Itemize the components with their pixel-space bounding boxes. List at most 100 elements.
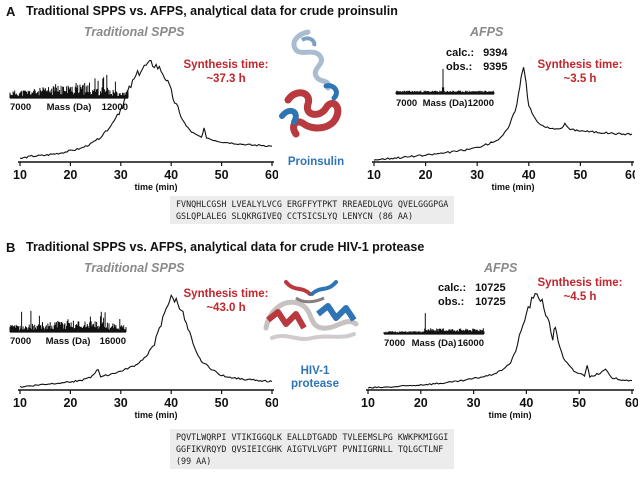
panel-a-right-method: AFPS (470, 25, 504, 39)
a-left-chromatogram-line (19, 59, 273, 159)
hiv1-protease-sequence-line-1: PQVTLWQRPI VTIKIGGQLK EALLDTGADD TVLEEMS… (176, 432, 449, 442)
chart-b-left: 10 20 30 40 50 60 time (min) 7000 16000 Mass (Da) (9, 293, 278, 420)
b-right-x-tick-label: 60 (625, 396, 638, 410)
panel-a-calc-value: 9394 (483, 47, 508, 59)
panel-b-mass-readout: calc.: 10725 obs.: 10725 (438, 281, 506, 309)
b-left-x-tick-label: 60 (265, 396, 278, 410)
protease-sheet-blue (316, 303, 357, 322)
hiv1-protease-structure-illustration (263, 280, 359, 341)
panel-a-title: Traditional SPPS vs. AFPS, analytical da… (26, 4, 398, 18)
chart-a-left: 10 20 30 40 50 60 time (min) 7000 12000 Mass (Da) (9, 59, 278, 192)
panel-b-obs-value: 10725 (475, 296, 506, 308)
panel-b-title: Traditional SPPS vs. AFPS, analytical da… (26, 240, 425, 254)
b-right-inset-tick-min: 7000 (384, 338, 405, 349)
a-left-inset-tick-max: 12000 (102, 102, 128, 113)
panel-a-right-synthesis-label: Synthesis time: (537, 59, 623, 71)
panel-b-left-synthesis-label: Synthesis time: (183, 288, 269, 300)
proinsulin-sequence-line-1: FVNQHLCGSH LVEALYLVCG ERGFFYTPKT RREAEDL… (176, 199, 449, 209)
panel-a-mass-readout: calc.: 9394 obs.: 9395 (446, 46, 508, 74)
panel-a-letter: A (6, 4, 16, 19)
panel-a-obs-value: 9395 (483, 61, 508, 73)
protease-flap-blue (310, 280, 338, 296)
panel-b-right-synthesis-value: ~4.5 h (563, 291, 597, 303)
b-right-x-tick-label: 50 (572, 396, 586, 410)
a-left-x-tick-label: 40 (164, 168, 178, 182)
panel-a-calc-label: calc.: (446, 47, 475, 59)
proinsulin-loop-2 (300, 36, 317, 47)
a-right-x-tick-label: 50 (573, 168, 587, 182)
a-left-x-tick-label: 30 (114, 168, 128, 182)
a-right-inset-axis-label: Mass (Da) (423, 98, 468, 109)
panel-a-left-synthesis-time: Synthesis time: ~37.3 h (178, 58, 274, 86)
proinsulin-structure-illustration (279, 29, 342, 138)
panel-b-obs-label: obs.: (438, 296, 465, 308)
b-left-x-tick-label: 50 (215, 396, 229, 410)
hiv1-protease-sequence-line-3: (99 AA) (176, 456, 212, 466)
panel-a-left-synthesis-label: Synthesis time: (183, 59, 269, 71)
a-left-x-tick-label: 20 (63, 168, 77, 182)
a-left-inset-axis-label: Mass (Da) (47, 102, 92, 113)
b-left-chromatogram-line (19, 293, 273, 388)
a-right-x-axis-label: time (min) (491, 182, 534, 192)
b-right-x-tick-label: 20 (414, 396, 428, 410)
panel-a-left-method: Traditional SPPS (84, 25, 185, 39)
b-right-x-tick-label: 10 (361, 396, 375, 410)
b-right-inset-tick-max: 16000 (458, 338, 484, 349)
panel-b-calc-label: calc.: (438, 282, 467, 294)
a-right-mass-spectrum (395, 68, 495, 94)
proinsulin-sequence-line-2: GSLQPLALEG SLQKRGIVEQ CCTSICSLYQ LENYCN … (176, 211, 413, 221)
protease-backbone-2 (270, 332, 356, 341)
b-right-inset-axis-label: Mass (Da) (412, 338, 457, 349)
panel-b-left-synthesis-time: Synthesis time: ~43.0 h (178, 287, 274, 315)
b-left-inset-tick-max: 16000 (100, 336, 126, 347)
a-left-x-axis-label: time (min) (134, 182, 177, 192)
a-right-inset-tick-min: 7000 (396, 98, 417, 109)
panel-b-right-synthesis-time: Synthesis time: ~4.5 h (532, 276, 628, 304)
proinsulin-helix-red (284, 89, 342, 138)
b-left-x-tick-label: 40 (164, 396, 178, 410)
b-left-inset-tick-min: 7000 (10, 336, 31, 347)
b-left-x-tick-label: 20 (63, 396, 77, 410)
panel-a-obs-label: obs.: (446, 61, 473, 73)
a-right-x-tick-label: 30 (470, 168, 484, 182)
proinsulin-loop (291, 29, 331, 91)
a-left-x-tick-label: 60 (265, 168, 278, 182)
a-left-x-tick-label: 50 (215, 168, 229, 182)
b-right-x-axis-label: time (min) (488, 410, 531, 420)
panel-b-left-method: Traditional SPPS (84, 261, 185, 275)
b-left-x-tick-label: 10 (13, 396, 27, 410)
proinsulin-helix-blue (279, 107, 299, 125)
hiv1-protease-label-line-2: protease (291, 378, 339, 390)
b-right-x-tick-label: 40 (519, 396, 533, 410)
b-left-inset-axis-label: Mass (Da) (46, 336, 91, 347)
hiv1-protease-label: HIV-1 protease (280, 365, 350, 391)
protease-backbone (263, 299, 359, 331)
proinsulin-helix-blue-2 (323, 83, 339, 101)
a-right-x-tick-label: 60 (625, 168, 635, 182)
b-left-x-tick-label: 30 (114, 396, 128, 410)
panel-a-right-synthesis-time: Synthesis time: ~3.5 h (532, 58, 628, 86)
panel-b-letter: B (6, 240, 16, 255)
panel-b-left-synthesis-value: ~43.0 h (206, 302, 246, 314)
b-left-mass-spectrum (9, 310, 127, 332)
panel-a-right-synthesis-value: ~3.5 h (563, 73, 597, 85)
b-right-x-tick-label: 30 (467, 396, 481, 410)
b-right-chromatogram-line (367, 292, 633, 389)
proinsulin-sequence: FVNQHLCGSH LVEALYLVCG ERGFFYTPKT RREAEDL… (170, 196, 455, 224)
a-right-x-tick-label: 40 (522, 168, 536, 182)
hiv1-protease-label-line-1: HIV-1 (300, 365, 330, 377)
a-right-chromatogram-line (373, 67, 633, 161)
a-left-inset-tick-min: 7000 (10, 102, 31, 113)
b-left-x-axis-label: time (min) (134, 410, 177, 420)
protease-flap-red (284, 280, 312, 296)
b-right-mass-spectrum (383, 313, 485, 334)
a-left-x-tick-label: 10 (13, 168, 27, 182)
panel-a-left-synthesis-value: ~37.3 h (206, 73, 246, 85)
hiv1-protease-sequence-line-2: GGFIKVRQYD QVSIEICGHK AIGTVLVGPT PVNIIGR… (176, 444, 444, 454)
protease-sheet-red (266, 309, 307, 330)
panel-b-calc-value: 10725 (475, 282, 506, 294)
a-right-inset-tick-max: 12000 (468, 98, 494, 109)
protease-core (295, 296, 325, 304)
